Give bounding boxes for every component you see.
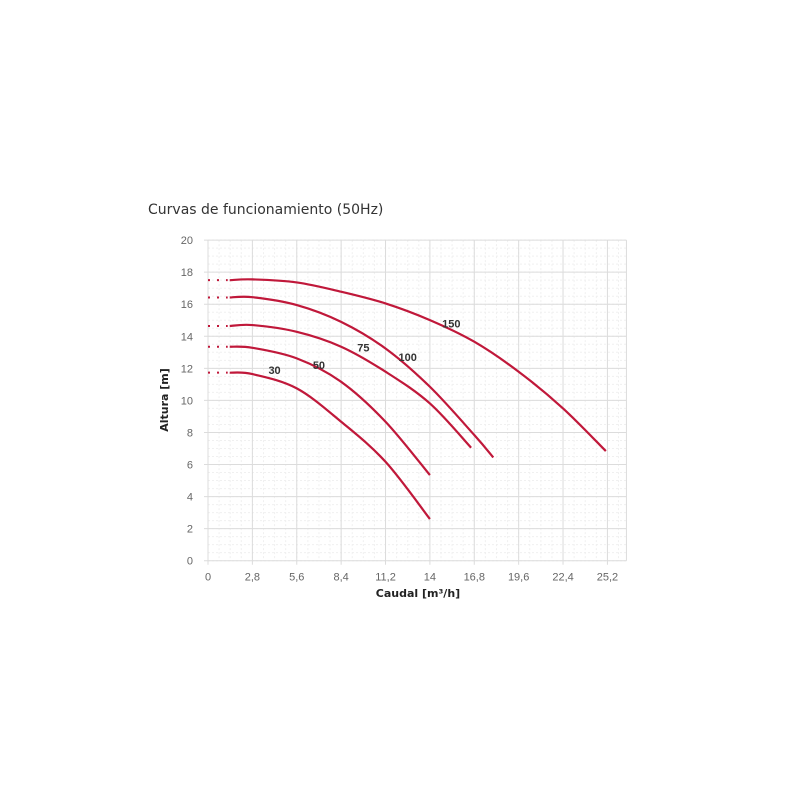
y-tick-label: 10 [181,395,193,407]
series-label-150: 150 [442,318,460,330]
series-lines: 30 50 75 100 150 [208,278,607,520]
y-tick-label: 14 [181,331,193,343]
x-tick-label: 5,6 [289,572,304,584]
y-tick-label: 4 [187,492,193,504]
y-tick-label: 6 [187,460,193,472]
series-line-150 [229,278,607,452]
tick-labels: 0 2,8 5,6 8,4 11,2 14 16,8 19,6 22,4 25,2 0 2 4 6 8 10 1… [181,235,618,584]
y-tick-label: 0 [187,556,193,568]
y-tick-label: 8 [187,427,193,439]
x-tick-label: 19,6 [508,572,529,584]
x-tick-label: 0 [205,572,211,584]
chart-title: Curvas de funcionamiento (50Hz) [148,202,384,218]
series-line-50 [229,345,431,476]
series-line-30 [229,371,431,520]
series-label-100: 100 [399,352,417,364]
x-axis-label: Caudal [m³/h] [376,587,460,600]
x-tick-label: 22,4 [552,572,573,584]
y-tick-label: 16 [181,299,193,311]
x-tick-label: 2,8 [245,572,260,584]
grid [204,239,627,565]
x-tick-label: 25,2 [597,572,618,584]
y-tick-label: 12 [181,363,193,375]
series-label-75: 75 [357,343,369,355]
series-label-30: 30 [268,365,280,377]
x-tick-label: 11,2 [375,572,396,584]
y-tick-label: 20 [181,235,193,247]
series-label-50: 50 [313,360,325,372]
y-axis-label: Altura [m] [158,368,171,432]
y-tick-label: 18 [181,267,193,279]
y-tick-label: 2 [187,524,193,536]
series-line-75 [229,323,472,449]
x-tick-label: 14 [424,572,436,584]
x-tick-label: 16,8 [464,572,485,584]
x-tick-label: 8,4 [333,572,348,584]
series-line-100 [229,295,495,459]
